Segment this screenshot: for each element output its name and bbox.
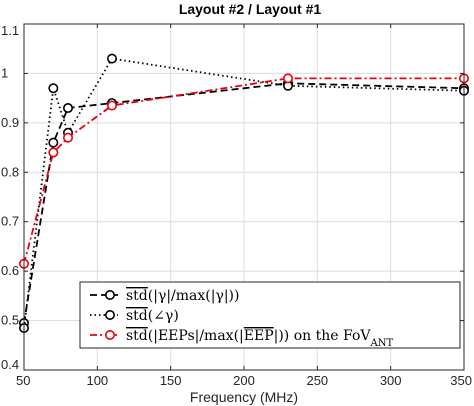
x-tick-label: 150: [160, 373, 182, 388]
y-tick-label: 1: [1, 65, 8, 80]
series-2-point-1: [48, 147, 59, 158]
x-tick-label: 100: [86, 373, 108, 388]
series-2-point-2: [62, 132, 73, 143]
y-tick-label: 0.5: [1, 313, 19, 328]
y-tick-label: 0.4: [1, 357, 19, 372]
grid-lines: [24, 24, 464, 370]
legend-marker-1: [105, 309, 116, 320]
series-2-point-4: [282, 73, 293, 84]
legend: std(|γ|/max(|γ|)) std(∠γ) std(|EEPs|/max(|…: [79, 281, 461, 349]
y-tick-label: 0.9: [1, 115, 19, 130]
x-tick-label: 50: [16, 373, 30, 388]
axis-ticks: 50 100 150 200 250 300 350 0.4 0.5 0.6 0.7 0.8 0.9 1 1…: [1, 23, 472, 388]
y-tick-label: 0.6: [1, 263, 19, 278]
series-0-point-2: [62, 103, 73, 114]
x-tick-label: 250: [306, 373, 328, 388]
y-tick-label: 0.8: [1, 164, 19, 179]
x-tick-label: 300: [380, 373, 402, 388]
legend-marker-2: [105, 329, 116, 340]
x-axis-label: Frequency (MHz): [190, 389, 298, 405]
legend-box: [79, 281, 461, 349]
series-1-point-1: [48, 83, 59, 94]
legend-label-2: std(|EEPs|/max(|EEP|)) on the FoVANT: [126, 328, 393, 349]
series-line-2: [23, 77, 464, 264]
plot-frame: [23, 23, 465, 371]
series-2-point-3: [107, 100, 118, 111]
y-tick-label: 0.7: [1, 214, 19, 229]
chart-title: Layout #2 / Layout #1: [179, 1, 322, 17]
x-tick-label: 350: [450, 373, 472, 388]
legend-label-1: std(∠γ): [126, 308, 179, 324]
y-tick-label: 1.1: [1, 23, 19, 38]
legend-label-0: std(|γ|/max(|γ|)): [126, 288, 239, 304]
x-tick-label: 200: [233, 373, 255, 388]
series-line-0: [23, 82, 465, 324]
series-0-point-1: [48, 137, 59, 148]
legend-marker-0: [105, 289, 116, 300]
series-1-point-3: [107, 53, 118, 64]
